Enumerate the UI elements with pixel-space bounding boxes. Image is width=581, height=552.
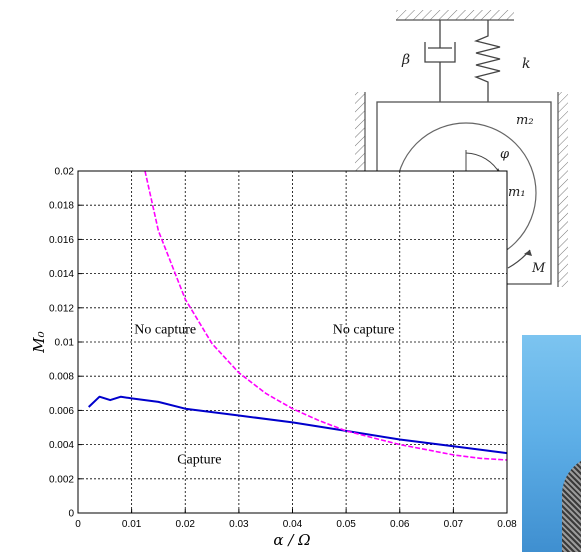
y-tick-label: 0.012	[49, 303, 74, 314]
phi-label: φ	[500, 147, 510, 162]
y-tick-label: 0.018	[49, 201, 74, 212]
photo-object	[562, 455, 581, 552]
series-line-1	[88, 395, 508, 455]
y-ticks: 0 0.002 0.004 0.006 0.008 0.01 0.012 0.014 0.016…	[49, 167, 82, 520]
y-tick-label: 0.02	[55, 167, 75, 178]
y-tick-label: 0.01	[55, 338, 75, 349]
y-tick-label: 0.008	[49, 372, 74, 383]
moment-arrow	[524, 250, 532, 256]
annotation-2: No capture	[333, 322, 395, 337]
x-tick-label: 0.05	[336, 519, 356, 530]
x-tick-label: 0.04	[283, 519, 303, 530]
annotations: No capture No capture Capture	[134, 322, 394, 467]
spring	[473, 20, 501, 102]
y-axis-label: M₀	[30, 331, 48, 353]
chart: 0 0.01 0.02 0.03 0.04 0.05 0.06 0.07 0.08 0 0.002…	[30, 167, 517, 550]
x-ticks: 0 0.01 0.02 0.03 0.04 0.05 0.06 0.07 0.08	[75, 509, 517, 530]
k-label: k	[522, 56, 530, 72]
ceiling-hatch	[396, 10, 514, 20]
x-tick-label: 0.08	[497, 519, 517, 530]
x-tick-label: 0	[75, 519, 81, 530]
m2-label: m₂	[516, 113, 534, 128]
photo-thumbnail	[522, 335, 581, 552]
y-tick-label: 0.014	[49, 269, 74, 280]
y-tick-label: 0	[68, 509, 74, 520]
x-tick-label: 0.02	[176, 519, 196, 530]
x-tick-label: 0.01	[122, 519, 142, 530]
y-tick-label: 0.004	[49, 440, 74, 451]
y-tick-label: 0.002	[49, 474, 74, 485]
x-tick-label: 0.03	[229, 519, 249, 530]
series-group	[88, 170, 508, 461]
x-tick-label: 0.07	[444, 519, 464, 530]
x-tick-label: 0.06	[390, 519, 410, 530]
m1-label: m₁	[508, 185, 526, 200]
annotation-3: Capture	[177, 452, 221, 467]
annotation-1: No capture	[134, 322, 196, 337]
x-axis-label: α / Ω	[273, 531, 310, 549]
damper	[424, 20, 456, 102]
series-line-2	[144, 170, 508, 461]
y-tick-label: 0.016	[49, 235, 74, 246]
y-tick-label: 0.006	[49, 406, 74, 417]
right-wall-hatch	[558, 92, 568, 287]
moment-label: M	[531, 261, 546, 276]
beta-label: β	[401, 52, 410, 68]
